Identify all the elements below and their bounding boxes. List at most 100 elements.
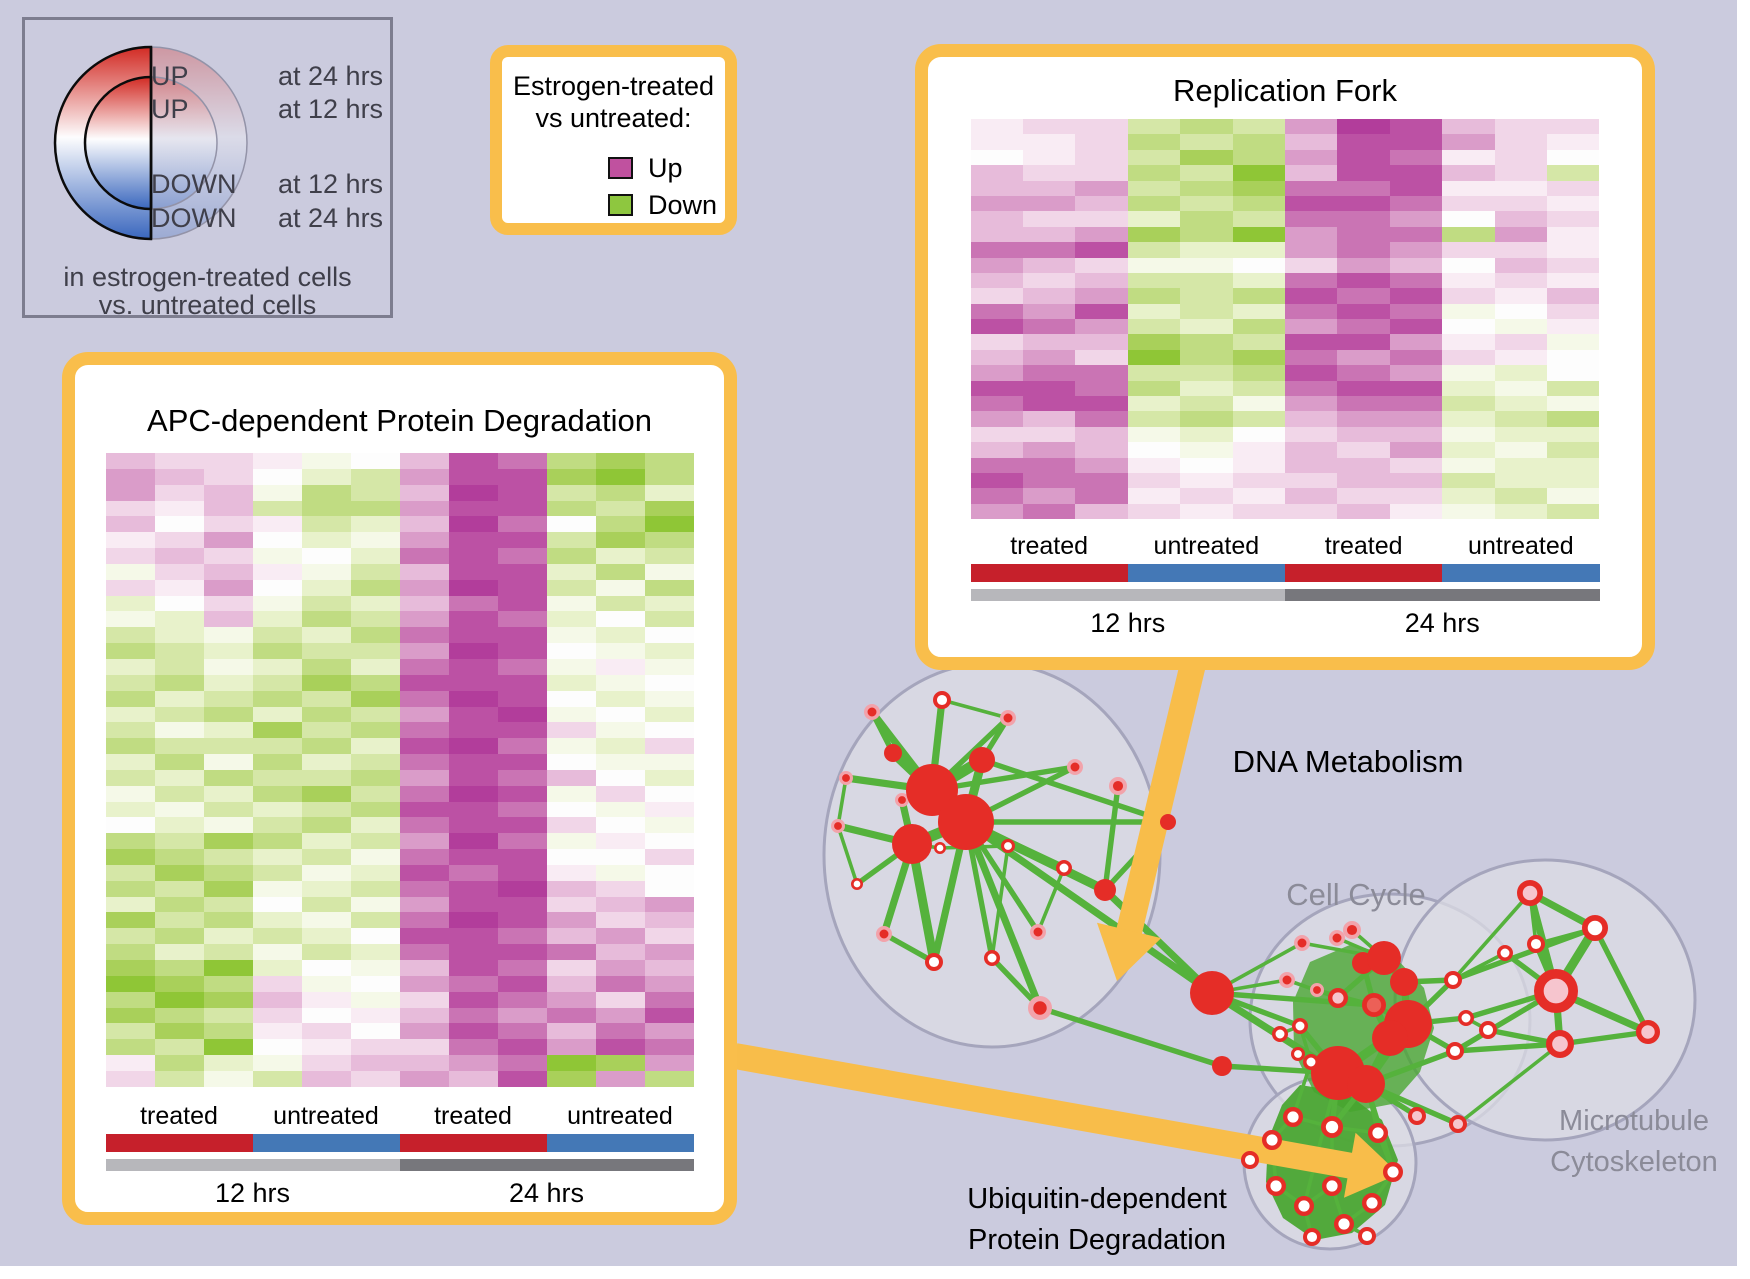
network-node-halo bbox=[1108, 776, 1127, 795]
heatmap-cell bbox=[1075, 472, 1128, 489]
heatmap-cell bbox=[399, 769, 449, 786]
network-edge bbox=[979, 757, 1171, 825]
heatmap-cell bbox=[399, 484, 449, 501]
heatmap-cell bbox=[448, 1023, 498, 1040]
heatmap-cell bbox=[1232, 503, 1285, 520]
treatment-bar-segment bbox=[546, 1133, 694, 1152]
heatmap-cell bbox=[105, 658, 155, 675]
heatmap-cell bbox=[350, 928, 400, 945]
heatmap-cell bbox=[399, 1070, 449, 1087]
heatmap-cell bbox=[1389, 272, 1443, 289]
heatmap-cell bbox=[350, 643, 400, 659]
heatmap-cell bbox=[1546, 426, 1600, 443]
down-label: Down bbox=[648, 190, 718, 220]
heatmap-cell bbox=[1546, 119, 1600, 135]
heatmap-cell bbox=[1127, 226, 1181, 243]
network-node-ring bbox=[851, 878, 864, 891]
heatmap-cell bbox=[1546, 349, 1600, 366]
heatmap-cell bbox=[154, 690, 204, 707]
heatmap-cell bbox=[154, 468, 204, 485]
heatmap-cell bbox=[1494, 134, 1547, 150]
heatmap-cell bbox=[448, 991, 498, 1008]
heatmap-cell bbox=[497, 1039, 547, 1056]
replication-fork-title: Replication Fork bbox=[1173, 73, 1397, 108]
network-node-ring bbox=[1357, 1226, 1376, 1245]
heatmap-cell bbox=[1442, 503, 1495, 520]
network-node-ring bbox=[1361, 1192, 1382, 1213]
heatmap-cell bbox=[1127, 442, 1181, 458]
network-edge bbox=[1037, 1005, 1225, 1069]
legend-up-24-term: UP bbox=[151, 61, 189, 91]
heatmap-cell bbox=[546, 960, 596, 976]
heatmap-cell bbox=[252, 1055, 302, 1071]
heatmap-cell bbox=[546, 595, 596, 612]
apc-time-labels: 12 hrs 24 hrs bbox=[106, 1178, 694, 1209]
heatmap-cell bbox=[203, 484, 253, 501]
heatmap-cell bbox=[1075, 457, 1128, 473]
heatmap-cell bbox=[448, 769, 498, 786]
heatmap-cell bbox=[1075, 165, 1128, 181]
heatmap-cell bbox=[1232, 488, 1285, 504]
heatmap-cell bbox=[1180, 349, 1233, 366]
heatmap-cell bbox=[1023, 472, 1076, 489]
network-node-halo bbox=[838, 770, 853, 785]
heatmap-cell bbox=[399, 738, 449, 755]
heatmap-cell bbox=[1337, 488, 1390, 504]
heatmap-cell bbox=[1232, 134, 1285, 150]
heatmap-cell bbox=[301, 453, 351, 469]
heatmap-cell bbox=[105, 500, 155, 517]
time-bar-segment bbox=[1285, 589, 1600, 602]
heatmap-cell bbox=[350, 944, 400, 960]
heatmap-cell bbox=[1337, 472, 1390, 489]
heatmap-cell bbox=[301, 468, 351, 485]
heatmap-cell bbox=[350, 674, 400, 691]
apc-group-labels: treated untreated treated untreated bbox=[106, 1102, 694, 1131]
heatmap-cell bbox=[105, 880, 155, 897]
heatmap-cell bbox=[595, 532, 645, 549]
heatmap-cell bbox=[1442, 472, 1495, 489]
heatmap-cell bbox=[1127, 180, 1181, 196]
heatmap-cell bbox=[497, 769, 547, 786]
heatmap-cell bbox=[497, 690, 547, 707]
heatmap-cell bbox=[595, 849, 645, 865]
heatmap-cell bbox=[350, 1023, 400, 1040]
heatmap-cell bbox=[301, 817, 351, 834]
heatmap-cell bbox=[1494, 365, 1547, 381]
heatmap-cell bbox=[546, 785, 596, 802]
apc-treatment-colorbar bbox=[105, 1133, 694, 1152]
heatmap-cell bbox=[1442, 165, 1495, 181]
replication-treatment-colorbar bbox=[970, 564, 1600, 583]
heatmap-cell bbox=[1285, 365, 1338, 381]
heatmap-cell bbox=[1389, 442, 1443, 458]
heatmap-cell bbox=[350, 453, 400, 469]
network-node-ring bbox=[1302, 1227, 1321, 1246]
heatmap-cell bbox=[1180, 195, 1233, 212]
heatmap-cell bbox=[350, 658, 400, 675]
heatmap-cell bbox=[1232, 396, 1285, 412]
heatmap-cell bbox=[301, 595, 351, 612]
heatmap-cell bbox=[448, 1055, 498, 1071]
heatmap-cell bbox=[1337, 149, 1390, 166]
heatmap-cell bbox=[203, 864, 253, 881]
heatmap-cell bbox=[1337, 349, 1390, 366]
heatmap-cell bbox=[1546, 195, 1600, 212]
heatmap-cell bbox=[105, 563, 155, 580]
heatmap-cell bbox=[301, 1039, 351, 1056]
heatmap-cell bbox=[644, 785, 694, 802]
heatmap-cell bbox=[1337, 365, 1390, 381]
heatmap-cell bbox=[1389, 488, 1443, 504]
heatmap-cell bbox=[1075, 503, 1128, 520]
heatmap-cell bbox=[1546, 488, 1600, 504]
heatmap-cell bbox=[1337, 288, 1390, 304]
heatmap-cell bbox=[497, 706, 547, 723]
heatmap-cell bbox=[1075, 396, 1128, 412]
heatmap-cell bbox=[595, 579, 645, 596]
heatmap-cell bbox=[1285, 411, 1338, 427]
heatmap-cell bbox=[546, 548, 596, 564]
heatmap-cell bbox=[399, 563, 449, 580]
heatmap-cell bbox=[644, 896, 694, 913]
legend-up-12-time: at 12 hrs bbox=[278, 94, 384, 124]
heatmap-cell bbox=[252, 738, 302, 755]
arrow-replication-to-dna-shaft bbox=[1116, 656, 1207, 936]
time-label: 12 hrs bbox=[1090, 608, 1166, 639]
